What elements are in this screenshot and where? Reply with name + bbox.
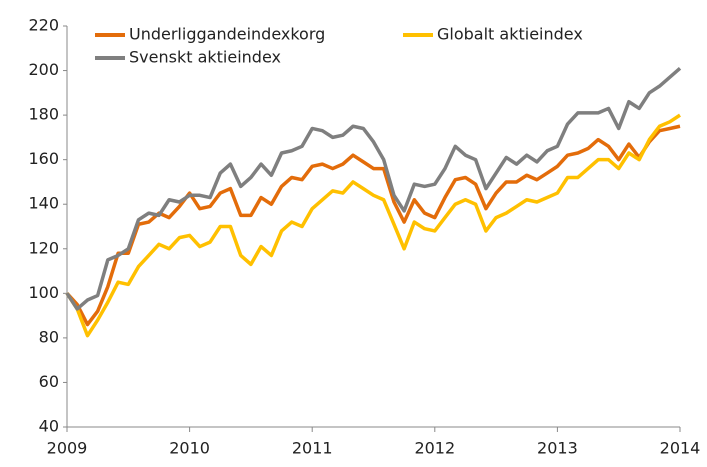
x-tick-label: 2013 [537, 439, 578, 458]
y-tick-label: 140 [28, 194, 59, 213]
x-tick-label: 2009 [47, 439, 88, 458]
x-tick-label: 2012 [414, 439, 455, 458]
y-tick-label: 80 [39, 327, 59, 346]
y-tick-label: 40 [39, 417, 59, 436]
legend-label: Globalt aktieindex [437, 25, 583, 44]
x-tick-label: 2011 [292, 439, 333, 458]
series-line [65, 113, 681, 338]
y-tick-label: 120 [28, 238, 59, 257]
x-tick-label: 2014 [660, 439, 701, 458]
legend-label: Underliggandeindexkorg [129, 25, 325, 44]
y-tick-label: 100 [28, 283, 59, 302]
legend-label: Svenskt aktieindex [129, 48, 281, 67]
y-tick-label: 220 [28, 16, 59, 35]
y-tick-label: 180 [28, 105, 59, 124]
y-tick-label: 60 [39, 372, 59, 391]
series-line [65, 124, 681, 327]
y-tick-label: 200 [28, 60, 59, 79]
x-tick-label: 2010 [169, 439, 210, 458]
series-line [65, 67, 682, 311]
y-tick-label: 160 [28, 149, 59, 168]
